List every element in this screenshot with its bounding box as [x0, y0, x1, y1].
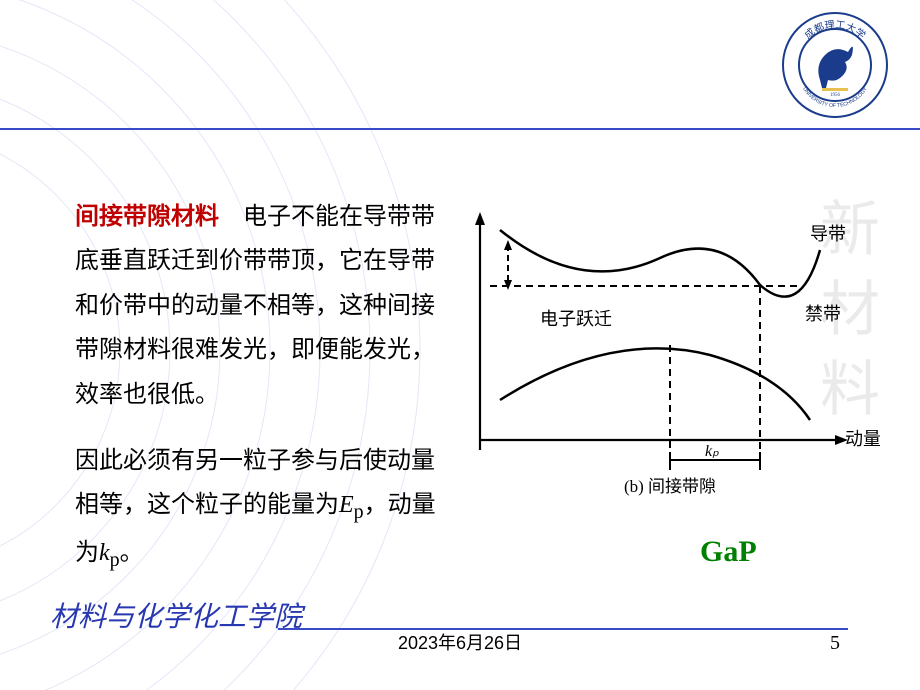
label-momentum: 动量	[845, 429, 880, 449]
para2-end: 。	[120, 540, 144, 566]
Ep-p: p	[354, 501, 364, 523]
footer-date: 2023年6月26日	[0, 629, 920, 655]
gap-material-label: GaP	[700, 535, 757, 569]
svg-text:1956: 1956	[830, 93, 841, 98]
label-transition: 电子跃迁	[540, 309, 612, 329]
kp-p: p	[110, 549, 120, 571]
label-kp: kₚ	[705, 443, 719, 460]
kp-k: k	[99, 540, 110, 566]
label-forbidden: 禁带	[805, 304, 841, 324]
header-divider	[0, 128, 920, 130]
body-text: 间接带隙材料 电子不能在导带带底垂直跃迁到价带带顶，它在导带和价带中的动量不相等…	[75, 195, 445, 579]
paragraph-1: 间接带隙材料 电子不能在导带带底垂直跃迁到价带带顶，它在导带和价带中的动量不相等…	[75, 195, 445, 417]
main-content: 间接带隙材料 电子不能在导带带底垂直跃迁到价带带顶，它在导带和价带中的动量不相等…	[75, 195, 855, 579]
page-number: 5	[830, 632, 840, 655]
label-conduction: 导带	[810, 224, 846, 244]
diagram-caption: (b) 间接带隙	[624, 477, 716, 496]
title-term: 间接带隙材料	[75, 204, 219, 230]
paragraph-2: 因此必须有另一粒子参与后使动量相等，这个粒子的能量为Ep，动量为kp。	[75, 439, 445, 579]
para1-rest: 电子不能在导带带底垂直跃迁到价带带顶，它在导带和价带中的动量不相等，这种间接带隙…	[75, 204, 435, 408]
svg-text:成都理工大学: 成都理工大学	[802, 19, 868, 42]
university-logo: 成都理工大学 UNIVERSITY OF TECHNOLOGY 1956	[780, 10, 890, 120]
band-diagram: 导带 禁带 电子跃迁 动量 kₚ (b) 间接带隙	[460, 190, 880, 500]
Ep-E: E	[339, 492, 354, 518]
